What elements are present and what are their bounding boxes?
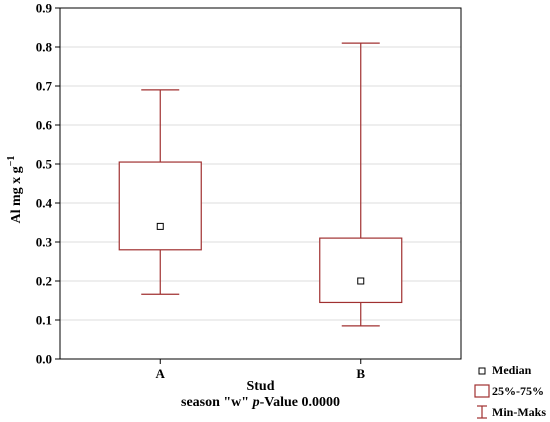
- y-tick-label: 0.7: [36, 79, 53, 94]
- legend-item-median: Median: [478, 363, 532, 377]
- y-axis-label-superscript: −1: [6, 156, 17, 167]
- y-tick-label: 0.5: [36, 157, 53, 172]
- box-plot-B: [319, 42, 403, 327]
- legend-label: 25%-75%: [492, 384, 544, 398]
- box-plot-A: [118, 89, 202, 295]
- legend-label: Median: [492, 363, 532, 377]
- y-tick-label: 0.6: [36, 118, 53, 133]
- x-axis-label: Stud: [246, 379, 274, 394]
- subtitle-italic: p: [252, 395, 260, 410]
- legend-label: Min-Maks: [492, 405, 546, 419]
- subtitle-prefix: season "w": [181, 395, 253, 410]
- legend-box-swatch: [474, 384, 490, 398]
- x-tick-label: B: [356, 366, 365, 381]
- y-axis-label-main: Al mg x g: [9, 166, 24, 223]
- legend-item-box: 25%-75%: [474, 384, 544, 398]
- y-tick-label: 0.1: [36, 313, 52, 328]
- y-axis-label: Al mg x g−1: [6, 156, 24, 224]
- subtitle-suffix: -Value 0.0000: [260, 395, 340, 410]
- x-axis-subtitle: season "w" p-Value 0.0000: [181, 395, 340, 410]
- legend: Median 25%-75% Min-Maks: [474, 363, 546, 419]
- y-tick-label: 0.8: [36, 40, 53, 55]
- iqr-box: [319, 237, 403, 304]
- y-tick-label: 0.0: [36, 352, 52, 367]
- x-tick-label: A: [156, 366, 166, 381]
- iqr-box: [118, 161, 202, 251]
- y-axis-ticks: 0.0 0.1 0.2 0.3 0.4 0.5 0.6 0.7 0.8 0.9: [36, 1, 60, 367]
- y-tick-label: 0.9: [36, 1, 53, 16]
- legend-median-swatch: [478, 367, 486, 375]
- legend-item-whisker: Min-Maks: [477, 405, 546, 419]
- median-marker: [357, 277, 365, 285]
- median-marker: [156, 222, 164, 230]
- y-tick-label: 0.2: [36, 274, 52, 289]
- plot-frame: [59, 7, 462, 360]
- y-tick-label: 0.3: [36, 235, 53, 250]
- y-tick-label: 0.4: [36, 196, 53, 211]
- box-plots: [118, 42, 403, 327]
